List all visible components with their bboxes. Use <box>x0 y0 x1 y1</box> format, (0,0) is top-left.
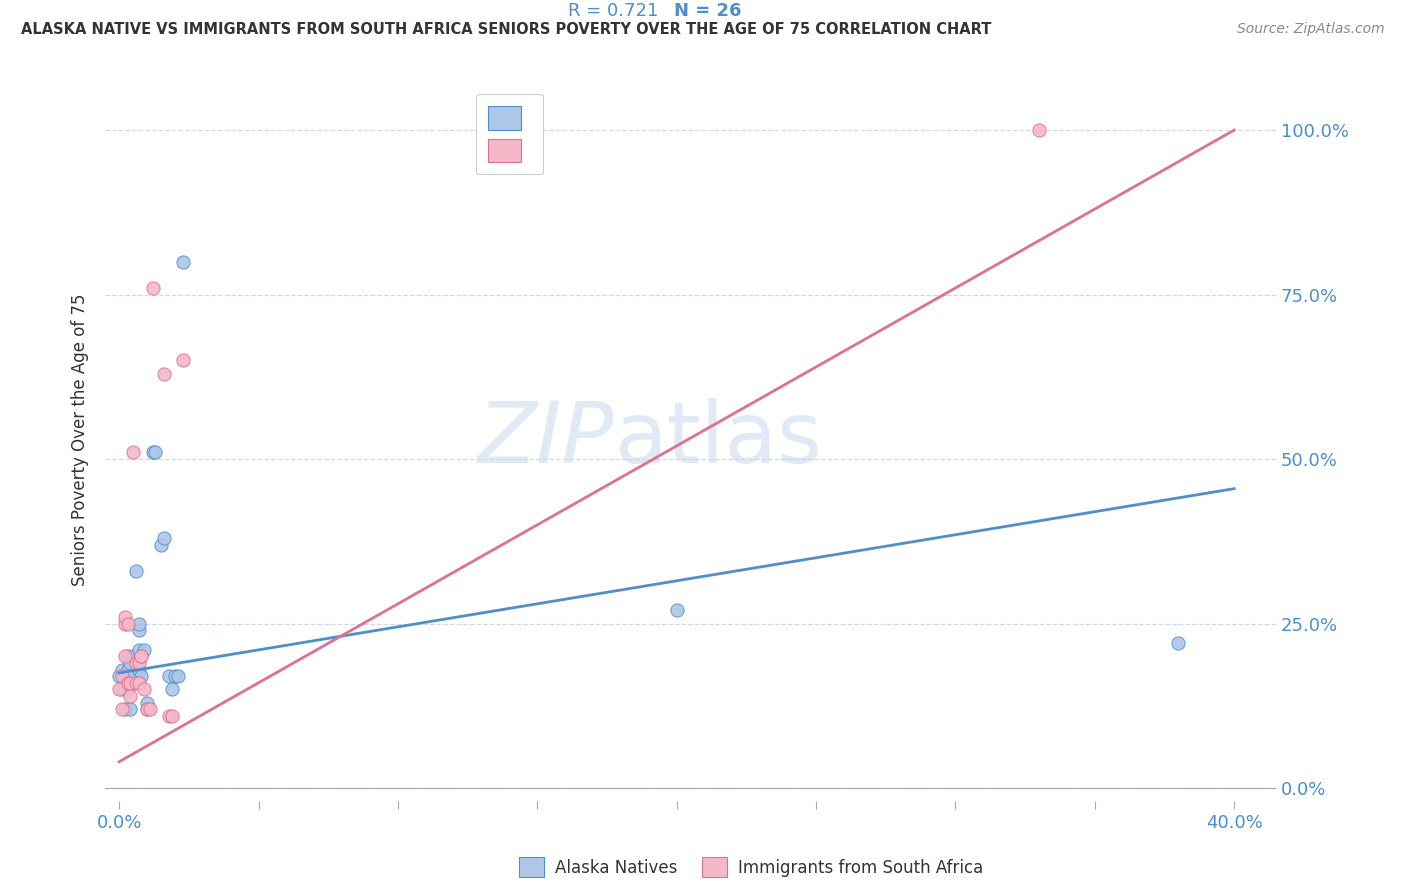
Point <box>172 254 194 268</box>
Point <box>128 663 150 677</box>
Point <box>152 367 174 381</box>
Point <box>172 353 194 368</box>
Point <box>117 663 139 677</box>
Point <box>131 649 153 664</box>
Point <box>1028 123 1050 137</box>
Point <box>128 643 150 657</box>
Point <box>134 643 156 657</box>
Y-axis label: Seniors Poverty Over the Age of 75: Seniors Poverty Over the Age of 75 <box>72 293 89 585</box>
Point <box>136 702 159 716</box>
Point <box>136 702 159 716</box>
Point <box>111 702 134 716</box>
Point <box>131 669 153 683</box>
Point <box>128 656 150 670</box>
Point <box>160 682 183 697</box>
Point <box>108 682 131 697</box>
Point <box>120 689 142 703</box>
Point <box>142 281 165 295</box>
Point <box>114 616 136 631</box>
Point <box>117 682 139 697</box>
Point <box>157 708 180 723</box>
Point <box>117 675 139 690</box>
Point <box>111 663 134 677</box>
Point <box>122 649 145 664</box>
Point <box>108 669 131 683</box>
Point <box>120 702 142 716</box>
Point <box>114 610 136 624</box>
Text: Immigrants from South Africa: Immigrants from South Africa <box>738 859 983 877</box>
Point <box>114 649 136 664</box>
Point <box>114 702 136 716</box>
Text: R = 0.721: R = 0.721 <box>568 3 658 21</box>
Point <box>665 603 688 617</box>
Point <box>136 696 159 710</box>
Point <box>117 616 139 631</box>
Point <box>139 702 162 716</box>
Point <box>128 675 150 690</box>
Point <box>160 708 183 723</box>
Point <box>120 656 142 670</box>
Point <box>122 669 145 683</box>
Text: N = 26: N = 26 <box>673 3 741 21</box>
Point <box>122 445 145 459</box>
Point <box>145 445 167 459</box>
Point <box>125 564 148 578</box>
Point <box>131 649 153 664</box>
Point <box>134 682 156 697</box>
Text: Source: ZipAtlas.com: Source: ZipAtlas.com <box>1237 22 1385 37</box>
Point <box>117 649 139 664</box>
Point <box>120 675 142 690</box>
Point <box>111 682 134 697</box>
Point <box>128 623 150 637</box>
Point <box>166 669 188 683</box>
Text: ALASKA NATIVE VS IMMIGRANTS FROM SOUTH AFRICA SENIORS POVERTY OVER THE AGE OF 75: ALASKA NATIVE VS IMMIGRANTS FROM SOUTH A… <box>21 22 991 37</box>
Point <box>1167 636 1189 650</box>
Text: atlas: atlas <box>614 398 823 481</box>
Point <box>152 531 174 545</box>
Point <box>128 616 150 631</box>
Text: Alaska Natives: Alaska Natives <box>555 859 678 877</box>
Point <box>163 669 186 683</box>
Point <box>111 669 134 683</box>
Legend: , : , <box>475 94 543 175</box>
Text: ZIP: ZIP <box>478 398 614 481</box>
Point <box>114 669 136 683</box>
Point <box>125 656 148 670</box>
Point <box>125 675 148 690</box>
Point <box>149 538 172 552</box>
Point <box>142 445 165 459</box>
Point <box>157 669 180 683</box>
